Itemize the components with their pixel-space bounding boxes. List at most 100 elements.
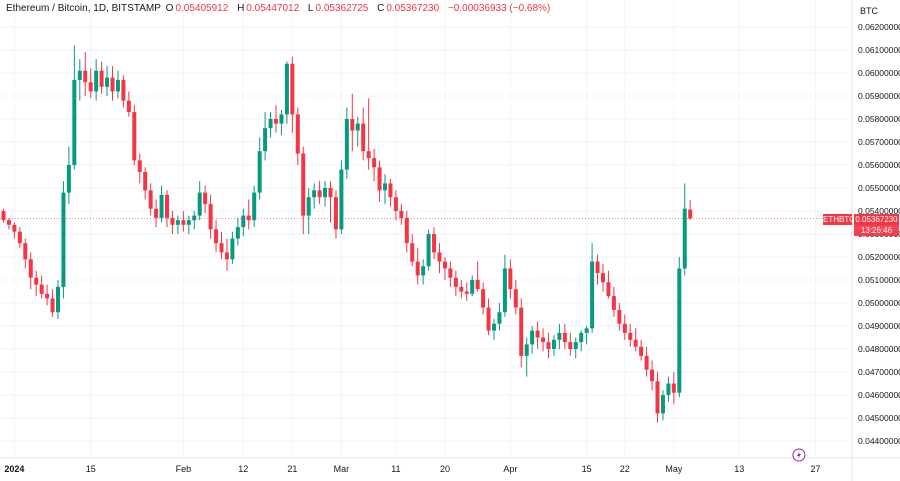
candle-body xyxy=(333,197,338,230)
price-tick-label: 0.05100000 xyxy=(858,275,900,285)
candle-body xyxy=(301,153,306,216)
candle-body xyxy=(94,70,99,92)
price-tick-label: 0.06100000 xyxy=(858,45,900,55)
candle-body xyxy=(677,268,682,393)
candle-body xyxy=(23,243,28,260)
candle-body xyxy=(143,171,148,191)
candle xyxy=(606,270,611,299)
candle xyxy=(497,303,502,331)
candle xyxy=(246,199,251,230)
candle xyxy=(203,185,208,214)
candle xyxy=(573,337,578,359)
price-tick-label: 0.05000000 xyxy=(858,298,900,308)
candle xyxy=(241,208,246,237)
price-tick-label: 0.06200000 xyxy=(858,22,900,32)
candle xyxy=(513,280,518,315)
bar-countdown: 13:26:46 xyxy=(854,224,899,236)
candle xyxy=(317,181,322,205)
candle-body xyxy=(481,289,486,308)
candle xyxy=(388,178,393,207)
chart-legend: Ethereum / Bitcoin, 1D, BITSTAMP O 0.0540… xyxy=(6,3,556,19)
candle-body xyxy=(508,268,513,290)
candle-body xyxy=(165,194,169,218)
candle-body xyxy=(99,70,104,87)
candle-body xyxy=(66,165,71,193)
candle xyxy=(579,330,584,352)
candle-body xyxy=(6,220,11,225)
candle-body xyxy=(208,204,213,230)
candle xyxy=(404,211,409,253)
time-tick-label: 2024 xyxy=(4,464,24,474)
candle xyxy=(546,332,551,359)
time-tick-label: May xyxy=(665,464,683,474)
candle-body xyxy=(426,234,431,267)
candle xyxy=(192,211,197,230)
high-label: H xyxy=(237,3,245,14)
candle-body xyxy=(644,355,649,370)
candle-body xyxy=(410,243,415,262)
time-axis[interactable]: 2024 15 Feb 12 21 Mar 11 20 Apr 15 22 May 13 27 xyxy=(0,457,900,474)
candle xyxy=(105,66,110,96)
candle-body xyxy=(34,277,39,285)
candle xyxy=(399,204,404,225)
symbol-title[interactable]: Ethereum / Bitcoin, 1D, BITSTAMP xyxy=(6,3,161,14)
candle-body xyxy=(72,79,77,165)
candle-body xyxy=(628,332,633,340)
high-value: 0.05447012 xyxy=(246,3,300,14)
candle-body xyxy=(105,77,110,87)
candle-body xyxy=(252,192,257,221)
candle-body xyxy=(464,291,469,294)
time-tick-label: 21 xyxy=(287,464,297,474)
candle xyxy=(486,298,491,336)
lightning-glyph xyxy=(796,451,801,459)
chart-grid xyxy=(0,0,852,458)
price-tick-label: 0.05500000 xyxy=(858,183,900,193)
candle xyxy=(568,332,573,356)
candle-body xyxy=(175,220,180,225)
candle-body xyxy=(241,215,246,228)
candle xyxy=(655,372,660,423)
candle-body xyxy=(606,282,611,297)
event-marker[interactable] xyxy=(792,448,806,462)
candle-body xyxy=(639,346,644,356)
candle xyxy=(475,261,480,292)
candle xyxy=(682,183,687,276)
candle xyxy=(50,289,55,317)
candle xyxy=(12,222,17,239)
candle-body xyxy=(377,167,382,191)
candle xyxy=(432,227,437,260)
candle xyxy=(502,254,507,317)
candle xyxy=(584,326,589,345)
price-tick-label: 0.05800000 xyxy=(858,114,900,124)
candle-body xyxy=(323,188,328,198)
price-tick-label: 0.04900000 xyxy=(858,321,900,331)
time-tick-label: 13 xyxy=(734,464,744,474)
candle xyxy=(290,56,295,133)
candle-body xyxy=(579,332,584,343)
candle-body xyxy=(404,217,409,244)
candle xyxy=(28,252,33,290)
candle-body xyxy=(611,296,616,310)
candle xyxy=(622,314,627,340)
candle-body xyxy=(584,328,589,333)
candle xyxy=(590,243,595,333)
candle xyxy=(453,270,458,297)
currency-button[interactable]: BTC xyxy=(860,6,878,16)
candle xyxy=(88,68,93,99)
price-axis[interactable]: 0.06200000 0.06100000 0.06000000 0.05900000… xyxy=(851,0,900,481)
candle xyxy=(39,275,44,299)
candle xyxy=(6,217,11,230)
candle xyxy=(257,137,262,200)
candle xyxy=(312,183,317,209)
candle-body xyxy=(432,234,437,253)
candle-body xyxy=(682,208,687,269)
candle xyxy=(263,112,268,161)
candle-body xyxy=(257,151,262,193)
candle-body xyxy=(546,342,551,349)
candle xyxy=(470,275,475,297)
candle xyxy=(17,227,22,248)
candle-body xyxy=(557,332,562,340)
candle-body xyxy=(633,339,638,347)
candle-body xyxy=(399,211,404,218)
